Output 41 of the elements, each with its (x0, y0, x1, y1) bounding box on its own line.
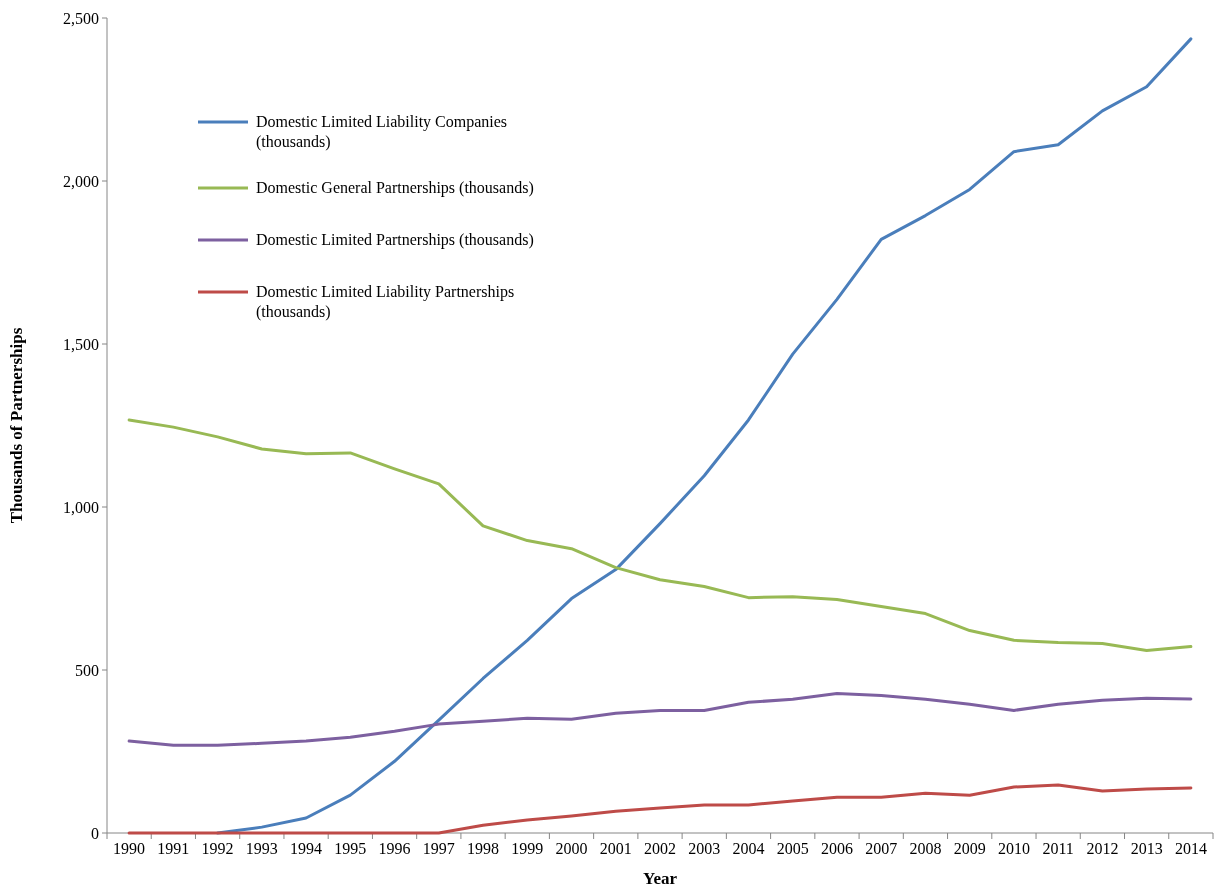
y-axis-title: Thousands of Partnerships (7, 327, 26, 524)
legend-label: Domestic Limited Liability Partnerships (thousands) (256, 283, 515, 321)
x-tick-label: 1991 (157, 840, 190, 857)
line-series (127, 418, 1193, 652)
x-tick-label: 1996 (378, 840, 411, 857)
x-tick-label: 1998 (467, 840, 500, 857)
x-tick-label: 1990 (113, 840, 146, 857)
x-tick-label: 2003 (688, 840, 721, 857)
x-tick-label: 2013 (1130, 840, 1163, 857)
y-tick-label: 1,500 (63, 335, 99, 353)
line-series (127, 691, 1193, 747)
y-tick-label: 2,000 (63, 172, 99, 190)
x-tick-label: 1994 (290, 840, 323, 857)
x-tick-label: 2000 (555, 840, 588, 857)
x-tick-label: 2001 (599, 840, 632, 857)
x-tick-label: 2009 (953, 840, 986, 857)
y-tick-label: 500 (75, 661, 99, 679)
x-tick-label: 1993 (245, 840, 278, 857)
x-tick-label: 1997 (422, 840, 455, 857)
line-series (216, 37, 1193, 835)
x-tick-label: 2008 (909, 840, 942, 857)
x-tick-label: 2004 (732, 840, 765, 857)
x-axis-title: Year (643, 869, 678, 888)
x-tick-label: 2006 (820, 840, 853, 857)
x-tick-label: 2002 (644, 840, 676, 857)
x-tick-label: 2012 (1086, 840, 1119, 857)
x-tick-label: 1992 (201, 840, 234, 857)
legend-label: Domestic General Partnerships (thousands) (256, 179, 534, 197)
x-tick-label: 2010 (997, 840, 1030, 857)
x-tick-label: 2014 (1174, 840, 1207, 857)
x-tick-label: 1999 (511, 840, 544, 857)
x-tick-label: 2005 (776, 840, 809, 857)
x-tick-label: 2011 (1042, 840, 1074, 857)
x-tick-label: 2007 (865, 840, 898, 857)
y-tick-label: 2,500 (63, 9, 99, 27)
legend-label: Domestic Limited Liability Companies (thousands) (256, 113, 508, 151)
x-tick-label: 1995 (334, 840, 367, 857)
line-series (127, 783, 1193, 835)
y-tick-label: 0 (91, 824, 99, 842)
y-tick-label: 1,000 (63, 498, 99, 516)
legend-label: Domestic Limited Partnerships (thousands) (256, 231, 534, 249)
